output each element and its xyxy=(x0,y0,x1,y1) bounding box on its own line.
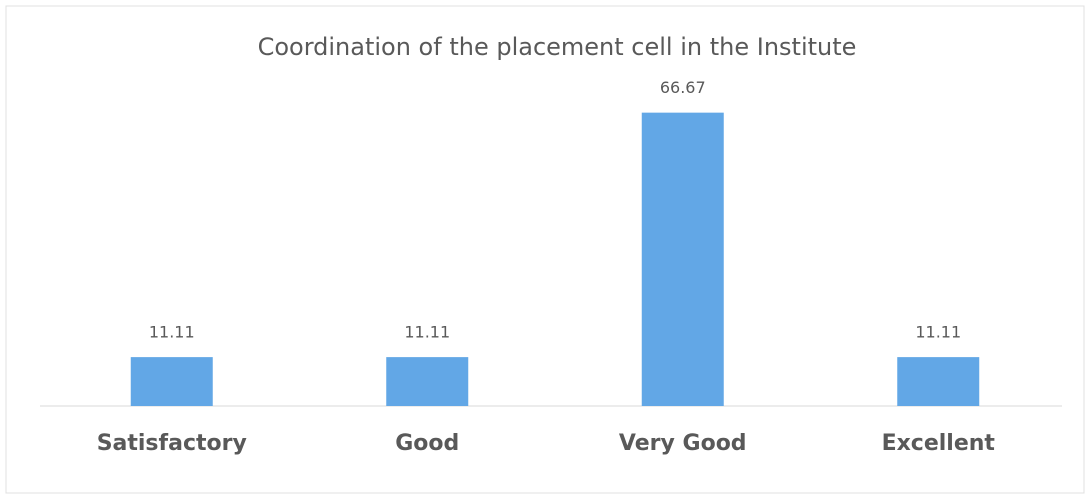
bar xyxy=(386,357,469,406)
x-tick-label: Good xyxy=(395,431,459,456)
bar xyxy=(130,357,213,406)
bar xyxy=(897,357,980,406)
x-tick-label: Satisfactory xyxy=(97,431,247,456)
x-tick-label: Very Good xyxy=(619,431,747,456)
value-label: 11.11 xyxy=(915,323,961,342)
chart-frame xyxy=(5,5,1085,494)
value-label: 11.11 xyxy=(404,323,450,342)
value-label: 66.67 xyxy=(660,78,706,97)
bar xyxy=(641,112,724,406)
value-label: 11.11 xyxy=(149,323,195,342)
chart-title: Coordination of the placement cell in th… xyxy=(258,33,857,61)
x-tick-label: Excellent xyxy=(882,431,996,456)
